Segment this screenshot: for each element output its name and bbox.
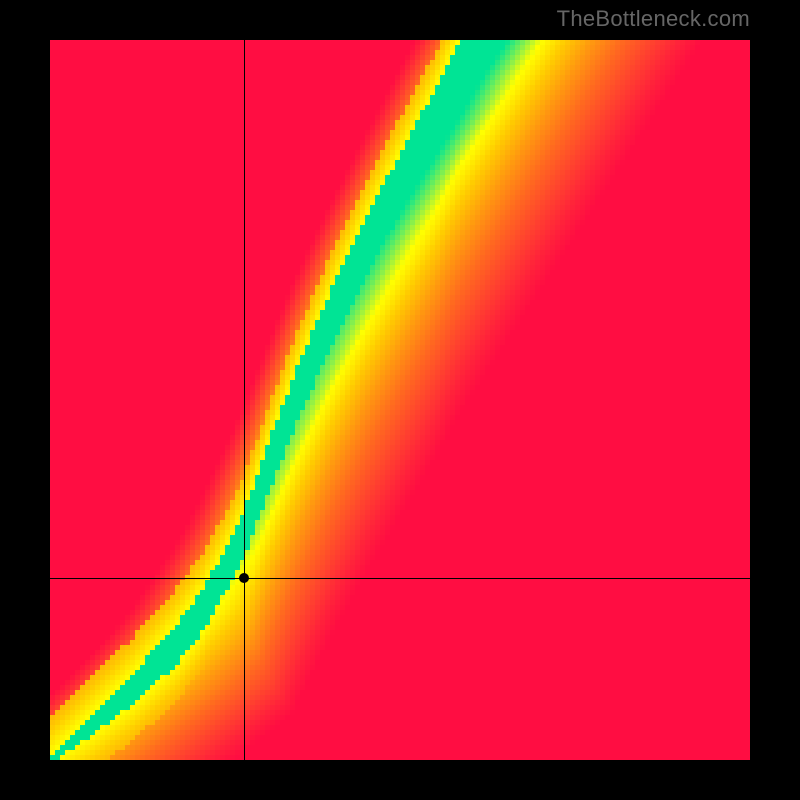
crosshair-point	[239, 573, 249, 583]
crosshair-vertical	[244, 40, 245, 760]
crosshair-horizontal	[50, 578, 750, 579]
heatmap-canvas	[50, 40, 750, 760]
plot-area	[50, 40, 750, 760]
watermark: TheBottleneck.com	[557, 6, 750, 32]
